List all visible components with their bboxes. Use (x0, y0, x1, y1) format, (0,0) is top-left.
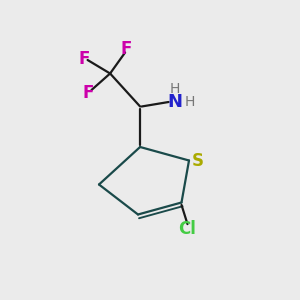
Text: F: F (79, 50, 90, 68)
Text: F: F (83, 84, 94, 102)
Text: S: S (191, 152, 203, 169)
Text: N: N (167, 93, 182, 111)
Text: F: F (121, 40, 132, 58)
Text: H: H (169, 82, 180, 96)
Text: H: H (185, 95, 195, 109)
Text: Cl: Cl (178, 220, 196, 238)
